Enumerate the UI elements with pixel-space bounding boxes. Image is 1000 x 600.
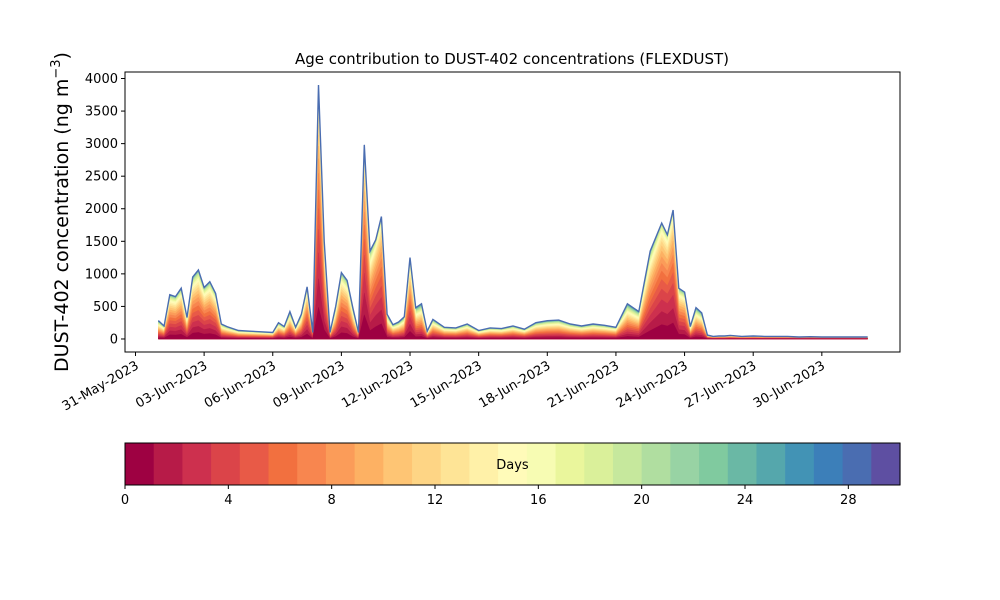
age-layer-day-10: [158, 125, 868, 340]
colorbar-swatch: [498, 443, 528, 485]
colorbar-swatch: [268, 443, 298, 485]
y-tick-label: 3500: [85, 105, 118, 120]
colorbar-swatch: [354, 443, 384, 485]
y-tick-label: 0: [110, 332, 118, 347]
age-layer-day-19: [158, 87, 868, 340]
colorbar: Days 0 4 8 12 16 20 24 28: [121, 442, 901, 508]
age-layer-day-11: [158, 117, 868, 340]
colorbar-tick-label: 0: [121, 493, 129, 508]
age-layer-day-20: [158, 86, 868, 340]
colorbar-tick-label: 8: [328, 493, 336, 508]
y-tick-label: 2500: [85, 170, 118, 185]
colorbar-swatch: [699, 443, 729, 485]
colorbar-swatch: [842, 443, 872, 485]
y-tick-label: 2000: [85, 202, 118, 217]
colorbar-tick-label: 24: [737, 493, 754, 508]
stacked-area-layers: [157, 84, 868, 340]
colorbar-label: Days: [496, 458, 529, 473]
colorbar-frame: [124, 442, 901, 486]
age-layer-day-8: [158, 145, 868, 340]
colorbar-swatch: [469, 443, 499, 485]
colorbar-swatch: [125, 443, 155, 485]
colorbar-swatch: [670, 443, 700, 485]
age-layer-day-18: [158, 88, 868, 340]
colorbar-swatch: [813, 443, 844, 485]
colorbar-tick-label: 4: [224, 493, 232, 508]
colorbar-swatch: [584, 443, 614, 485]
age-layer-day-25: [158, 84, 868, 340]
y-tick-label: 1500: [85, 235, 118, 250]
age-layer-day-24: [158, 84, 868, 340]
x-tick-label: 15-Jun-2023: [408, 358, 485, 411]
age-layer-day-9: [158, 134, 868, 340]
y-tick-label: 500: [93, 300, 118, 315]
colorbar-swatch: [239, 443, 270, 485]
colorbar-swatch: [727, 443, 758, 485]
age-layer-day-4: [158, 208, 868, 340]
colorbar-swatch: [440, 443, 471, 485]
colorbar-swatch: [785, 443, 815, 485]
age-layer-day-12: [158, 110, 868, 340]
colorbar-swatch: [756, 443, 786, 485]
x-tick-label: 21-Jun-2023: [545, 358, 622, 411]
y-tick-label: 4000: [85, 72, 118, 87]
colorbar-swatch: [526, 443, 557, 485]
x-axis: 31-May-202303-Jun-202306-Jun-202309-Jun-…: [60, 352, 828, 414]
age-layer-day-21: [158, 85, 868, 340]
x-tick-label: 24-Jun-2023: [614, 358, 691, 411]
y-tick-label: 3000: [85, 137, 118, 152]
y-axis: 0 500 1000 1500 2000 2500 3000 3500 4000: [85, 72, 125, 347]
plot-frame: [124, 71, 901, 353]
age-layer-day-23: [158, 85, 868, 340]
colorbar-tick-label: 20: [633, 493, 650, 508]
x-tick-label: 18-Jun-2023: [476, 358, 553, 411]
colorbar-swatch: [412, 443, 442, 485]
age-layer-day-5: [158, 189, 868, 340]
age-layer-day-3: [158, 229, 868, 340]
age-layer-day-16: [158, 92, 868, 340]
colorbar-swatch: [383, 443, 413, 485]
x-tick-label: 09-Jun-2023: [271, 358, 348, 411]
colorbar-swatch: [555, 443, 585, 485]
x-tick-label: 03-Jun-2023: [133, 358, 210, 411]
colorbar-swatch: [325, 443, 356, 485]
age-layer-day-6: [158, 173, 868, 340]
y-tick-label: 1000: [85, 267, 118, 282]
colorbar-tick-label: 28: [840, 493, 857, 508]
age-layer-day-22: [158, 85, 868, 340]
x-tick-label: 30-Jun-2023: [751, 358, 828, 411]
colorbar-swatch: [182, 443, 212, 485]
x-tick-label: 12-Jun-2023: [339, 358, 416, 411]
colorbar-swatch: [153, 443, 183, 485]
colorbar-swatch: [641, 443, 671, 485]
age-layer-day-7: [158, 158, 868, 340]
colorbar-swatch: [871, 443, 901, 485]
x-tick-label: 27-Jun-2023: [682, 358, 759, 411]
colorbar-tick-label: 16: [530, 493, 547, 508]
age-layer-day-0: [158, 307, 868, 340]
y-axis-label: DUST-402 concentration (ng m−3): [49, 52, 73, 372]
x-tick-label: 06-Jun-2023: [202, 358, 279, 411]
colorbar-swatch: [612, 443, 643, 485]
age-layer-day-14: [158, 99, 868, 340]
age-layer-day-15: [158, 95, 868, 340]
age-layer-day-26: [158, 84, 868, 340]
age-layer-day-17: [158, 90, 868, 340]
total-concentration-line: [157, 84, 868, 338]
age-layer-day-13: [158, 104, 868, 340]
colorbar-tick-label: 12: [427, 493, 444, 508]
colorbar-swatch: [211, 443, 241, 485]
colorbar-swatch: [297, 443, 327, 485]
chart-title: Age contribution to DUST-402 concentrati…: [295, 50, 729, 68]
